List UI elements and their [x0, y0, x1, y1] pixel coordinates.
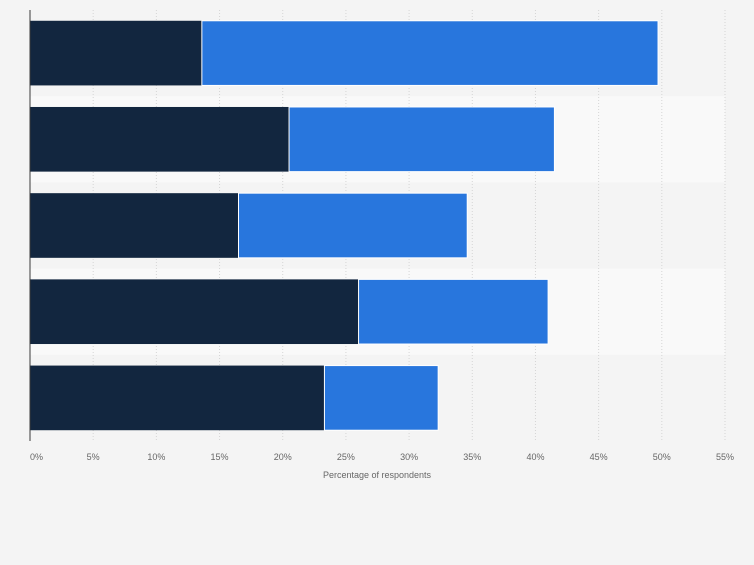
x-tick-label: 5%	[87, 452, 100, 462]
x-tick-label: 25%	[337, 452, 355, 462]
x-tick-label: 40%	[526, 452, 544, 462]
bar-segment[interactable]	[238, 192, 468, 259]
bar-segment[interactable]	[30, 193, 239, 258]
x-tick-labels: 0% 5% 10% 15% 20% 25% 30% 35% 40% 45% 50% 55%	[30, 452, 734, 462]
x-tick-label: 45%	[590, 452, 608, 462]
bar-segment[interactable]	[288, 106, 555, 173]
bar-segment[interactable]	[201, 20, 659, 86]
x-tick-label: 10%	[147, 452, 165, 462]
x-tick-label: 55%	[716, 452, 734, 462]
x-tick-label: 30%	[400, 452, 418, 462]
x-tick-label: 0%	[30, 452, 43, 462]
bar-segment[interactable]	[30, 106, 290, 172]
bar-segment[interactable]	[30, 20, 202, 86]
x-tick-label: 20%	[274, 452, 292, 462]
x-tick-label: 50%	[653, 452, 671, 462]
bar-segment[interactable]	[30, 279, 359, 345]
bar-segment[interactable]	[30, 365, 325, 431]
x-tick-label: 35%	[463, 452, 481, 462]
x-axis-label: Percentage of respondents	[323, 470, 432, 480]
bar-segment[interactable]	[358, 278, 549, 345]
bars	[30, 20, 659, 431]
x-tick-label: 15%	[211, 452, 229, 462]
bar-segment[interactable]	[323, 365, 439, 431]
